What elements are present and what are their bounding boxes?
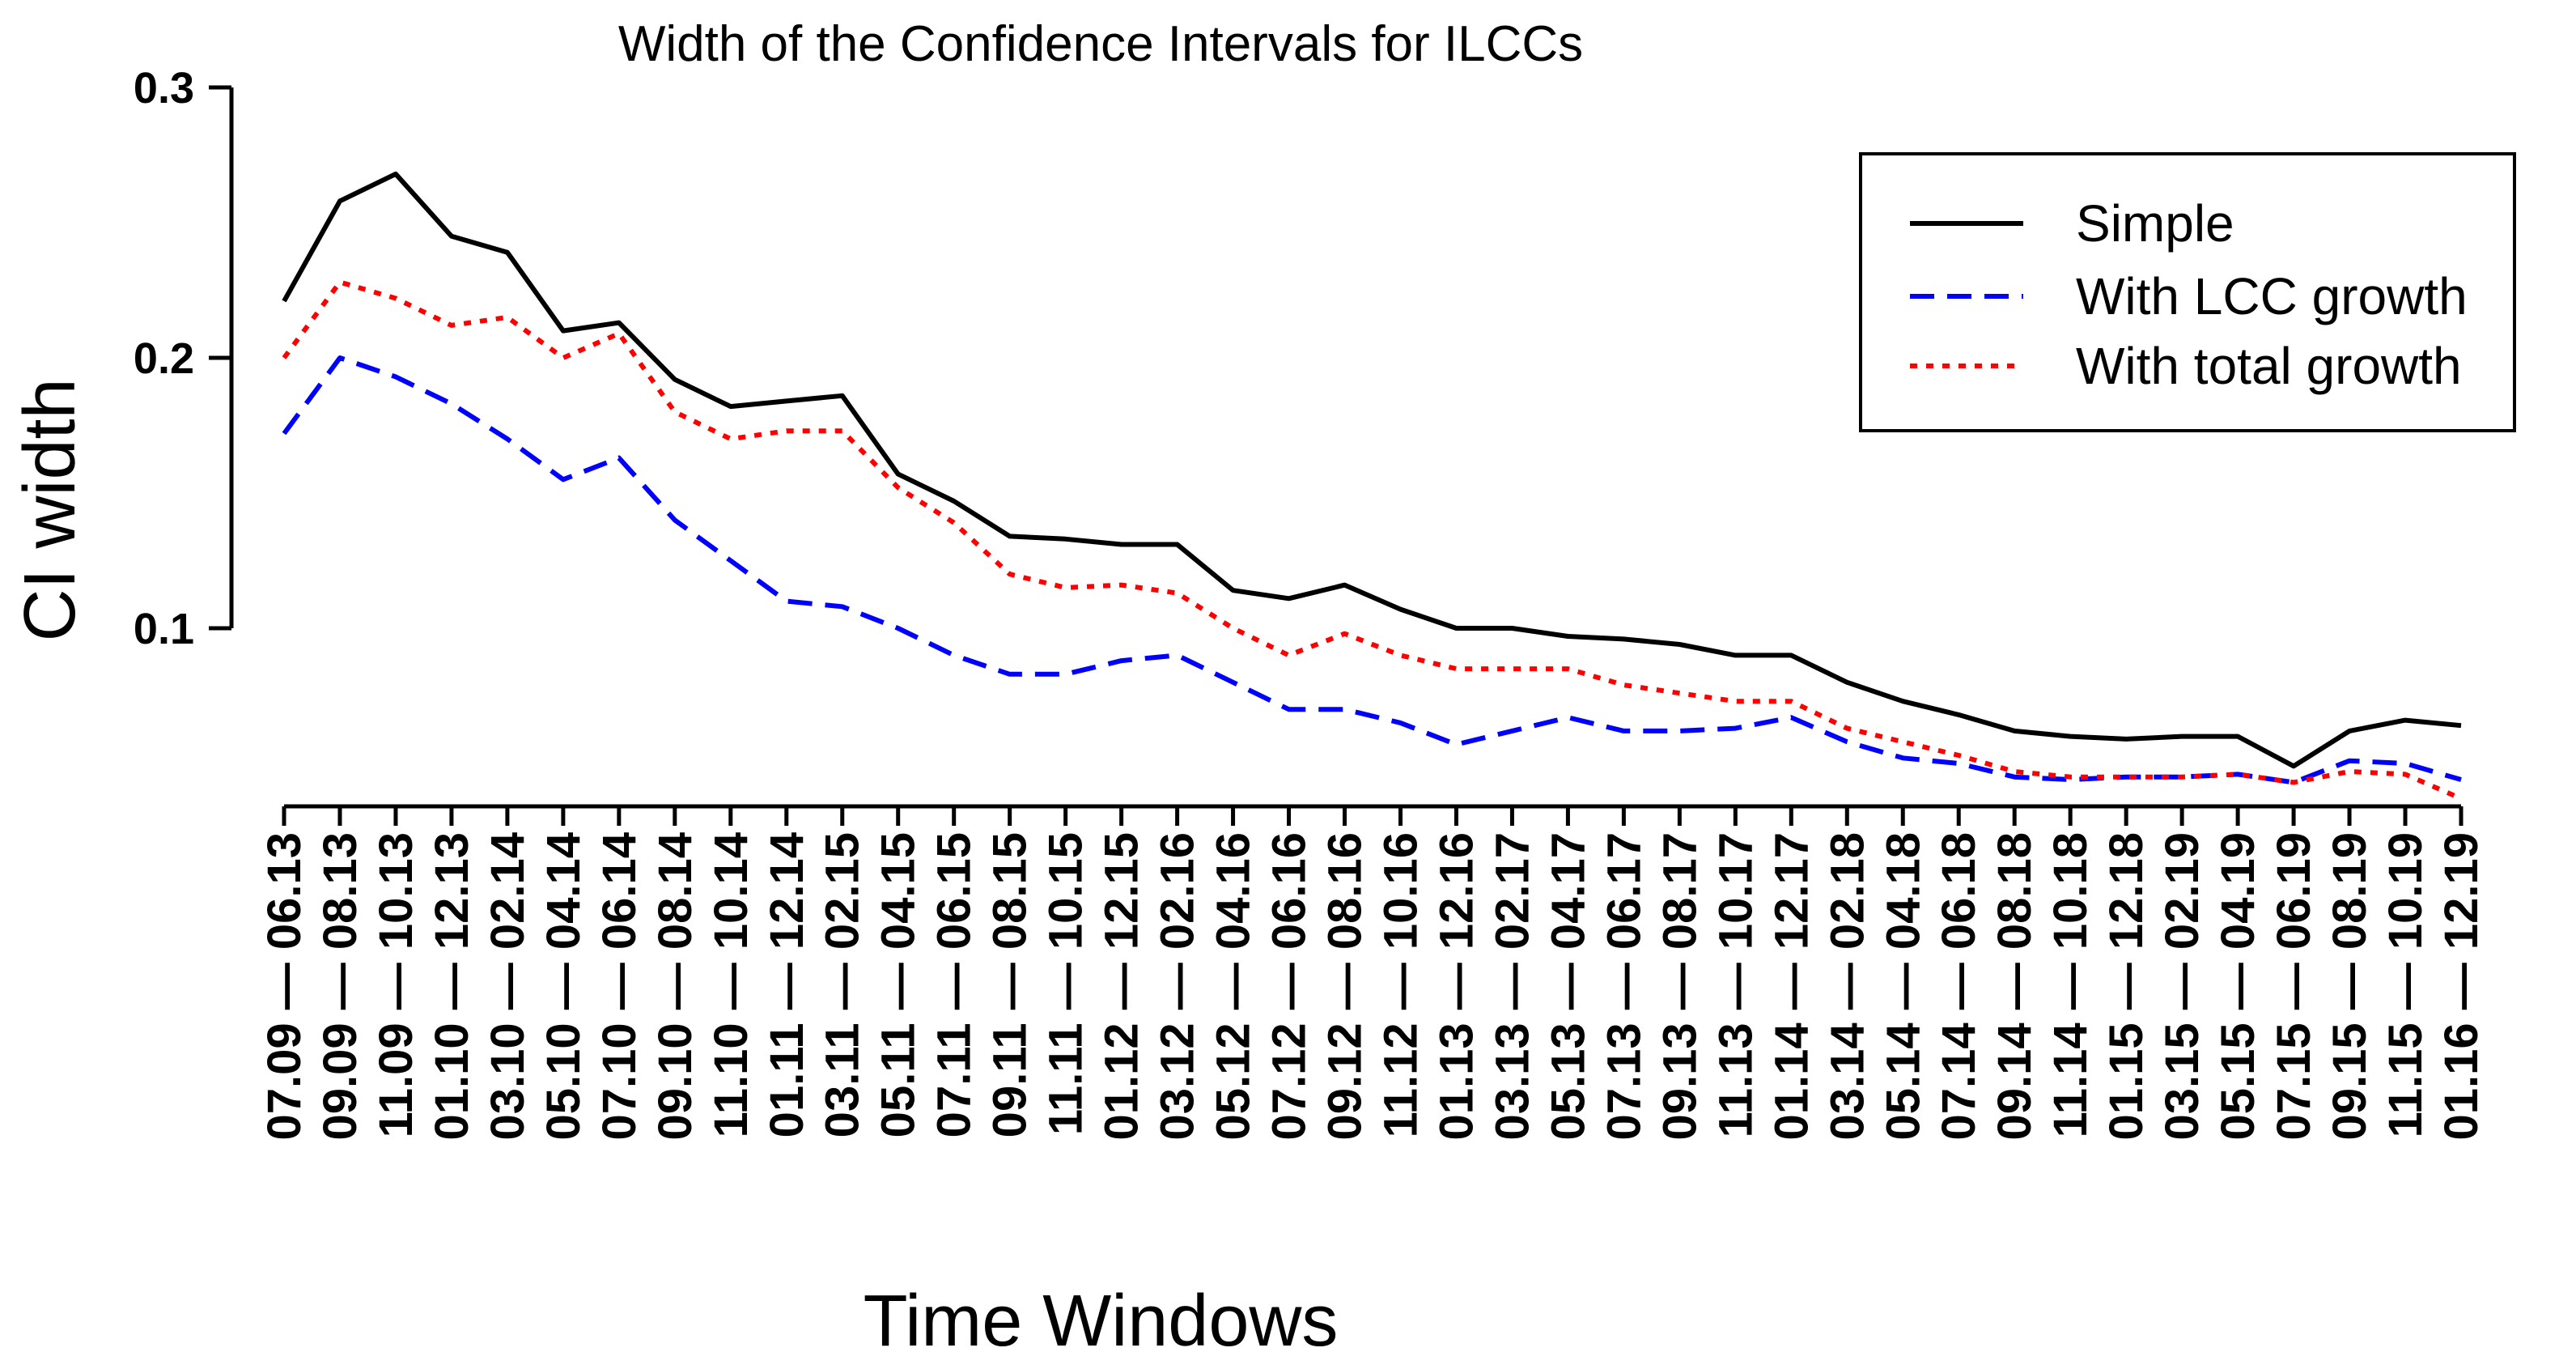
x-tick-label: 07.14 — 06.18	[1933, 832, 1985, 1141]
x-axis-label: Time Windows	[864, 1281, 1339, 1362]
x-tick-label: 07.09 — 06.13	[258, 832, 311, 1141]
x-tick-label: 11.10 — 10.14	[705, 832, 758, 1137]
x-tick-label: 07.13 — 06.17	[1598, 832, 1650, 1141]
x-tick-label: 07.11 — 06.15	[928, 832, 981, 1137]
x-tick-label: 05.12 — 04.16	[1207, 832, 1260, 1141]
x-tick-label: 03.14 — 02.18	[1821, 832, 1874, 1141]
legend-box	[1859, 152, 2516, 432]
x-tick-label: 09.12 — 08.16	[1319, 832, 1372, 1141]
x-tick-label: 01.15 — 12.18	[2100, 832, 2153, 1141]
x-tick-label: 11.14 — 10.18	[2044, 832, 2097, 1137]
y-tick-label: 0.2	[134, 334, 194, 383]
x-tick-label: 07.12 — 06.16	[1263, 832, 1316, 1141]
series-lines	[282, 171, 2463, 801]
chart-title: Width of the Confidence Intervals for IL…	[618, 16, 1583, 72]
series-line-simple	[282, 171, 2462, 769]
x-tick-label: 09.13 — 08.17	[1653, 832, 1706, 1141]
x-tick-label: 03.15 — 02.19	[2156, 832, 2209, 1141]
x-tick-label: 01.13 — 12.16	[1430, 832, 1483, 1141]
x-tick-label: 01.12 — 12.15	[1096, 832, 1148, 1141]
legend-label-total-growth: With total growth	[2076, 337, 2462, 395]
x-tick-label: 03.10 — 02.14	[482, 832, 534, 1141]
legend-label-simple: Simple	[2076, 194, 2234, 253]
x-tick-label: 05.10 — 04.14	[537, 832, 590, 1141]
x-tick-label: 09.10 — 08.14	[649, 832, 702, 1141]
y-ticks: 0.1 0.2 0.3	[134, 64, 231, 653]
x-tick-label: 03.12 — 02.16	[1152, 832, 1204, 1141]
y-axis-label: CI width	[10, 378, 91, 641]
x-tick-label: 09.14 — 08.18	[1988, 832, 2041, 1141]
x-tick-label: 05.14 — 04.18	[1877, 832, 1929, 1141]
x-tick-label: 05.15 — 04.19	[2212, 832, 2264, 1141]
x-tick-label: 05.13 — 04.17	[1542, 832, 1594, 1141]
x-tick-label: 11.15 — 10.19	[2379, 832, 2432, 1137]
legend-label-lcc-growth: With LCC growth	[2076, 267, 2468, 325]
x-tick-label: 01.16 — 12.19	[2435, 832, 2488, 1141]
x-tick-label: 01.14 — 12.17	[1765, 832, 1818, 1141]
x-tick-label: 01.11 — 12.14	[761, 832, 813, 1137]
x-tick-label: 09.11 — 08.15	[984, 832, 1037, 1137]
x-tick-label: 07.10 — 06.14	[593, 832, 646, 1141]
y-tick-label: 0.1	[134, 605, 194, 653]
x-tick-label: 07.15 — 06.19	[2268, 832, 2320, 1141]
x-tick-label: 11.09 — 10.13	[370, 832, 422, 1137]
x-tick-label: 05.11 — 04.15	[872, 832, 925, 1137]
x-tick-label: 09.15 — 08.19	[2323, 832, 2376, 1141]
x-tick-label: 09.09 — 08.13	[314, 832, 367, 1141]
x-tick-label: 11.12 — 10.16	[1374, 832, 1427, 1137]
x-tick-label: 01.10 — 12.13	[426, 832, 478, 1141]
x-tick-label: 03.11 — 02.15	[817, 832, 869, 1137]
x-tick-label: 11.11 — 10.15	[1040, 832, 1093, 1135]
series-line-with-total-growth	[282, 279, 2463, 801]
x-tick-label: 03.13 — 02.17	[1486, 832, 1538, 1141]
y-tick-label: 0.3	[134, 64, 194, 113]
legend: Simple With LCC growth With total growth	[1859, 152, 2516, 432]
x-ticks: 07.09 — 06.13 09.09 — 08.13 11.09 — 10.13 0…	[258, 806, 2488, 1141]
x-tick-label: 11.13 — 10.17	[1709, 832, 1762, 1137]
